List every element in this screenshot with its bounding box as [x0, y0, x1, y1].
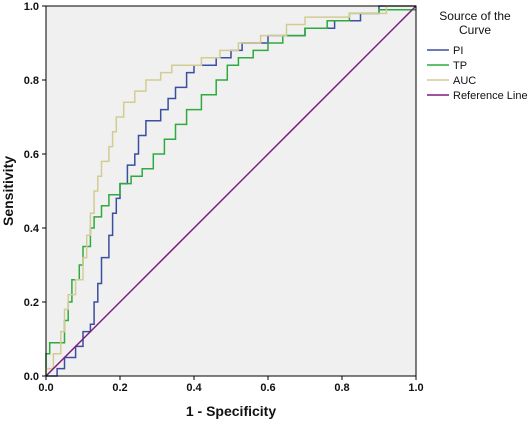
legend-label-reference-line: Reference Line — [453, 90, 528, 102]
x-tick-label: 0.6 — [260, 382, 275, 394]
x-axis-title: 1 - Specificity — [186, 403, 276, 419]
y-tick-label: 0.6 — [24, 149, 39, 161]
y-tick-label: 1.0 — [24, 1, 39, 13]
series-line-auc — [45, 5, 416, 376]
series-layer — [45, 5, 417, 377]
legend-title-line2: Curve — [459, 23, 491, 37]
y-axis: 0.0 0.2 0.4 0.6 0.8 1.0 — [24, 1, 46, 383]
x-tick-label: 0.2 — [112, 382, 127, 394]
legend-label-pi: PI — [453, 45, 463, 57]
x-axis: 0.0 0.2 0.4 0.6 0.8 1.0 — [38, 376, 424, 394]
y-axis-title: Sensitivity — [0, 156, 16, 226]
legend-title-line1: Source of the — [439, 9, 511, 23]
series-line-pi — [46, 5, 416, 377]
x-tick-label: 0.4 — [186, 382, 202, 394]
x-tick-label: 0.0 — [38, 382, 53, 394]
x-tick-label: 0.8 — [334, 382, 349, 394]
y-tick-label: 0.0 — [24, 371, 39, 383]
y-tick-label: 0.8 — [24, 75, 39, 87]
y-tick-label: 0.4 — [24, 223, 40, 235]
legend-label-tp: TP — [453, 60, 467, 72]
series-line-reference-line — [45, 5, 417, 377]
plot-frame — [45, 5, 417, 377]
legend-label-auc: AUC — [453, 75, 476, 87]
y-tick-label: 0.2 — [24, 297, 39, 309]
x-tick-label: 1.0 — [408, 382, 423, 394]
